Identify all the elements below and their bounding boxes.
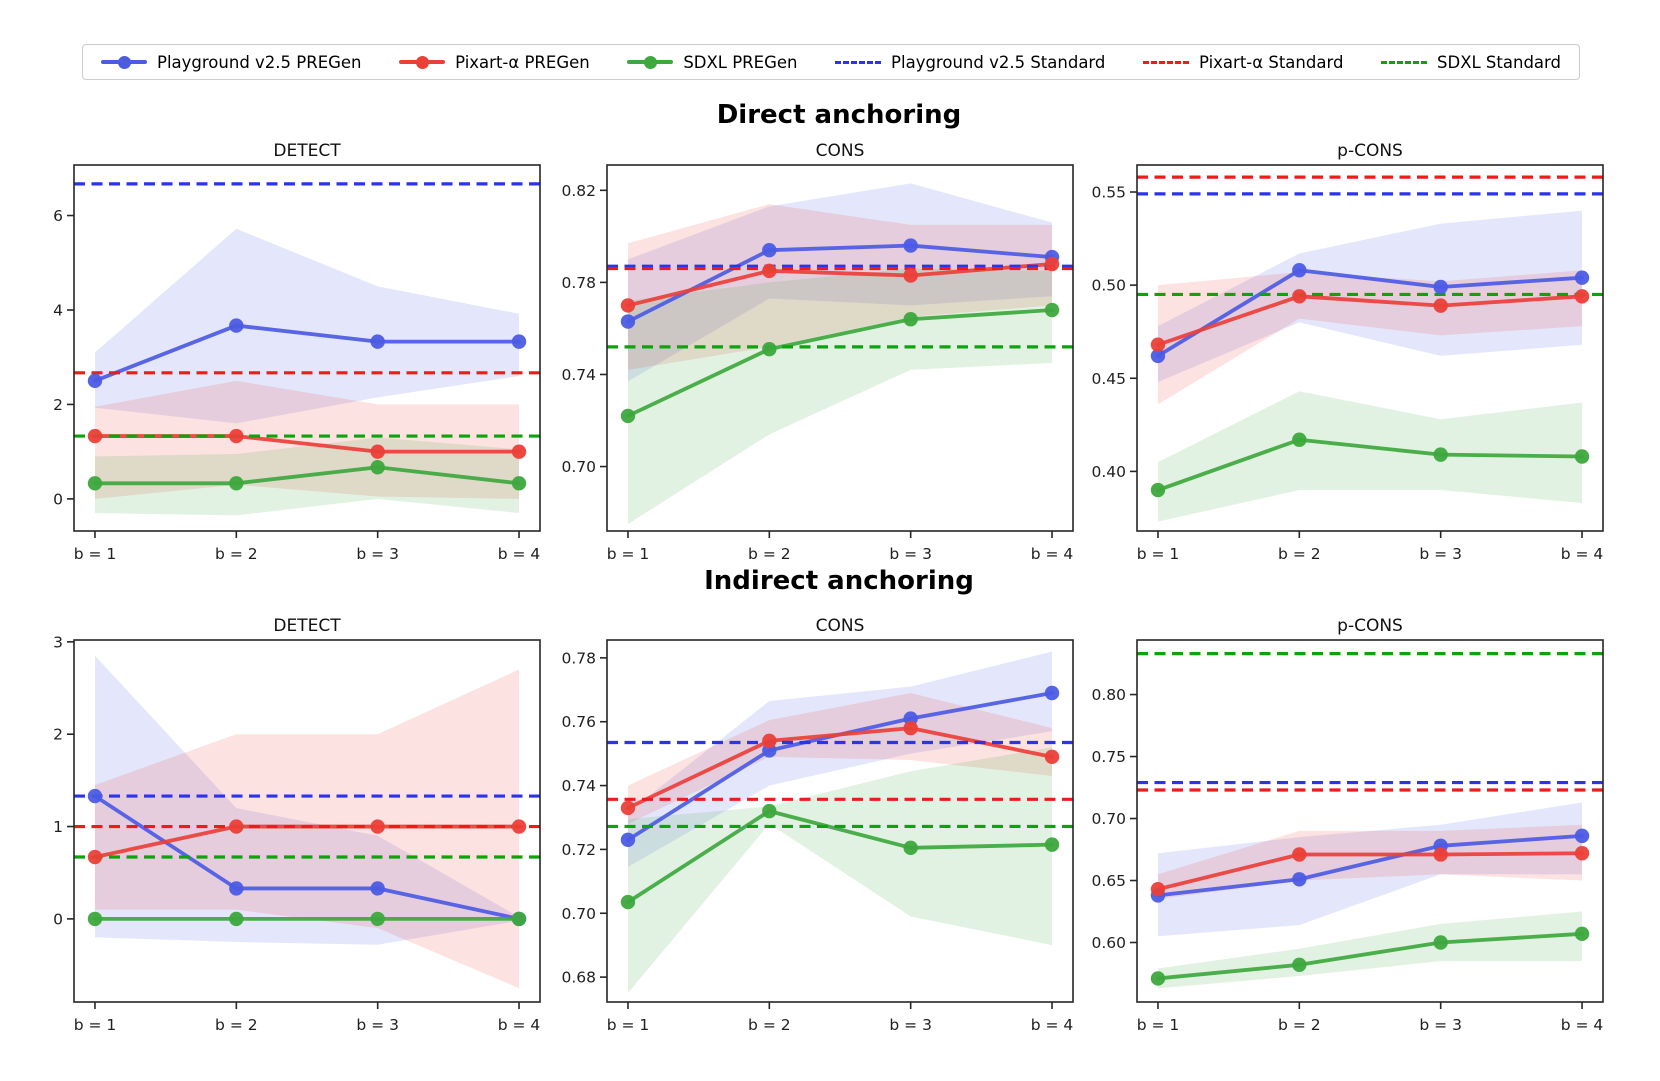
legend-label: Pixart-α Standard [1198,52,1344,72]
svg-text:2: 2 [53,726,63,744]
dashed-line-icon [835,60,882,64]
legend-label: Playground v2.5 PREGen [157,52,362,72]
svg-text:1: 1 [53,818,63,836]
section-title-indirect: Indirect anchoring [704,566,974,596]
svg-text:0.74: 0.74 [561,777,596,795]
svg-text:0.50: 0.50 [1091,277,1126,295]
svg-text:DETECT: DETECT [273,616,341,636]
svg-text:b = 2: b = 2 [215,545,258,563]
legend-label: SDXL Standard [1437,52,1561,72]
legend-item-pixart-standard: Pixart-α Standard [1142,52,1344,72]
subplot-direct-detect: 0 2 4 6 b = 1 b = 2 b = 3 b = 4 DETECT [53,141,541,563]
svg-text:b = 2: b = 2 [1278,1016,1321,1034]
svg-text:0.78: 0.78 [561,274,596,292]
svg-text:0.75: 0.75 [1091,748,1126,766]
solid-line-marker-icon [627,55,674,69]
svg-text:0.76: 0.76 [561,713,596,731]
legend-item-playground-pregen: Playground v2.5 PREGen [101,53,362,72]
subplot-indirect-cons: 0.68 0.70 0.72 0.74 0.76 0.78 b = 1 b = 2 b = 3 b… [561,616,1074,1034]
solid-line-marker-icon [399,55,446,69]
legend-item-pixart-pregen: Pixart-α PREGen [399,53,590,72]
legend-label: SDXL PREGen [683,52,798,72]
svg-text:0.55: 0.55 [1091,184,1126,202]
svg-text:0.70: 0.70 [561,905,596,923]
svg-text:0.74: 0.74 [561,366,596,384]
subplot-direct-cons: 0.70 0.74 0.78 0.82 b = 1 b = 2 b = 3 b = 4 CONS [561,141,1074,563]
svg-text:b = 4: b = 4 [498,1016,541,1034]
svg-text:b = 4: b = 4 [498,545,541,563]
legend-item-playground-standard: Playground v2.5 Standard [835,53,1105,72]
svg-text:b = 1: b = 1 [607,1016,650,1034]
svg-text:p-CONS: p-CONS [1337,616,1403,636]
svg-text:CONS: CONS [816,141,865,161]
svg-text:b = 1: b = 1 [74,1016,117,1034]
dashed-line-icon [1381,60,1428,64]
svg-text:0.72: 0.72 [561,841,596,859]
svg-text:0.80: 0.80 [1091,686,1126,704]
subplot-indirect-p-cons: 0.60 0.65 0.70 0.75 0.80 b = 1 b = 2 b = 3 b = 4… [1091,616,1604,1034]
svg-text:0: 0 [53,910,63,928]
svg-text:b = 2: b = 2 [215,1016,258,1034]
svg-text:b = 4: b = 4 [1031,545,1074,563]
svg-text:b = 4: b = 4 [1031,1016,1074,1034]
svg-text:b = 4: b = 4 [1561,545,1604,563]
svg-text:0.45: 0.45 [1091,370,1126,388]
svg-text:0.82: 0.82 [561,182,596,200]
subplot-indirect-detect: 0 1 2 3 b = 1 b = 2 b = 3 b = 4 DETECT [53,616,541,1034]
svg-text:CONS: CONS [816,616,865,636]
svg-text:b = 3: b = 3 [356,1016,399,1034]
svg-text:b = 3: b = 3 [1419,1016,1462,1034]
svg-text:b = 1: b = 1 [1137,1016,1180,1034]
svg-text:0.68: 0.68 [561,969,596,987]
svg-text:b = 1: b = 1 [607,545,650,563]
svg-text:0.60: 0.60 [1091,934,1126,952]
svg-text:b = 1: b = 1 [74,545,117,563]
svg-text:b = 1: b = 1 [1137,545,1180,563]
svg-text:3: 3 [53,633,63,651]
svg-text:0.65: 0.65 [1091,872,1126,890]
svg-text:p-CONS: p-CONS [1337,141,1403,161]
svg-text:b = 2: b = 2 [1278,545,1321,563]
svg-text:0: 0 [53,490,63,508]
legend-label: Playground v2.5 Standard [891,52,1106,72]
svg-text:4: 4 [53,301,63,319]
legend-item-sdxl-pregen: SDXL PREGen [627,53,797,72]
svg-text:b = 3: b = 3 [1419,545,1462,563]
svg-text:2: 2 [53,396,63,414]
svg-text:0.78: 0.78 [561,649,596,667]
svg-text:DETECT: DETECT [273,141,341,161]
svg-text:6: 6 [53,207,63,225]
svg-text:b = 4: b = 4 [1561,1016,1604,1034]
svg-text:b = 3: b = 3 [889,1016,932,1034]
solid-line-marker-icon [101,55,147,69]
legend-label: Pixart-α PREGen [455,52,590,72]
svg-text:b = 2: b = 2 [748,545,791,563]
svg-text:b = 3: b = 3 [889,545,932,563]
svg-text:0.70: 0.70 [561,458,596,476]
svg-text:0.40: 0.40 [1091,463,1126,481]
legend-item-sdxl-standard: SDXL Standard [1381,53,1561,72]
dashed-line-icon [1142,60,1189,64]
legend: Playground v2.5 PREGen Pixart-α PREGen S… [82,44,1580,80]
subplot-direct-p-cons: 0.40 0.45 0.50 0.55 b = 1 b = 2 b = 3 b = 4 p-CO… [1091,141,1604,563]
svg-text:b = 2: b = 2 [748,1016,791,1034]
svg-text:b = 3: b = 3 [356,545,399,563]
section-title-direct: Direct anchoring [716,100,962,130]
svg-text:0.70: 0.70 [1091,810,1126,828]
